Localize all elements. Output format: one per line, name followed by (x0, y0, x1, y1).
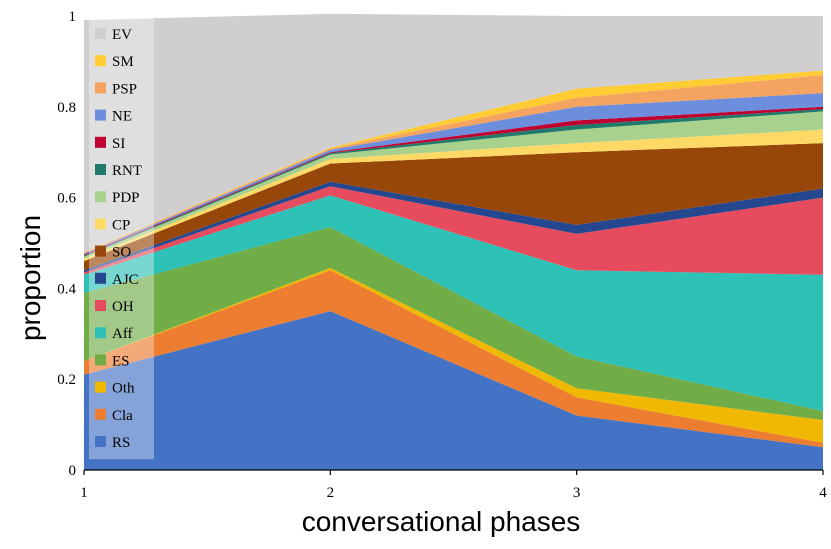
legend-swatch (95, 218, 106, 230)
legend-swatch (95, 408, 106, 420)
legend-swatch (95, 245, 106, 257)
legend-label: PSP (112, 81, 137, 97)
y-tick-label: 0.4 (57, 281, 76, 297)
area-es (84, 227, 823, 421)
legend-swatch (95, 354, 106, 366)
area-aff (84, 195, 823, 411)
y-tick-label: 1 (69, 9, 77, 25)
area-pdp (84, 111, 823, 259)
legend-swatch (95, 164, 106, 175)
legend-label: PDP (112, 190, 140, 206)
legend-item-pdp: PDP (95, 190, 140, 206)
legend-item-oth: Oth (95, 381, 135, 397)
x-axis-label: conversational phases (302, 506, 581, 537)
y-tick-label: 0.2 (57, 372, 76, 388)
legend: EV SM PSP NE SI RNT PDP CP SO AJC OH Aff ES Oth Cla RS (89, 18, 154, 460)
legend-item-so: SO (95, 245, 131, 261)
legend-label: ES (112, 353, 130, 369)
legend-item-ev: EV (95, 27, 132, 43)
legend-swatch (95, 272, 106, 284)
y-tick-label: 0.6 (57, 191, 76, 207)
legend-label: Cla (112, 408, 133, 424)
x-tick-label: 4 (819, 485, 827, 501)
legend-swatch (95, 109, 106, 121)
y-tick-label: 0.8 (57, 100, 76, 116)
legend-item-ajc: AJC (95, 272, 139, 288)
legend-label: Oth (112, 381, 135, 397)
legend-item-psp: PSP (95, 81, 137, 97)
area-ajc (84, 181, 823, 273)
legend-item-aff: Aff (95, 326, 133, 342)
legend-label: NE (112, 109, 132, 125)
legend-swatch (95, 55, 106, 67)
legend-label: Aff (112, 326, 133, 342)
legend-label: EV (112, 27, 132, 43)
legend-label: SO (112, 245, 131, 261)
legend-label: CP (112, 217, 130, 233)
area-si (84, 106, 823, 256)
legend-item-cp: CP (95, 217, 130, 233)
legend-swatch (95, 191, 106, 203)
area-ne (84, 93, 823, 255)
x-tick-label: 1 (80, 485, 88, 501)
legend-item-si: SI (95, 136, 125, 152)
area-ev (84, 13, 823, 253)
x-tick-label: 3 (573, 485, 581, 501)
x-tick-label: 2 (327, 485, 335, 501)
area-cp (84, 129, 823, 262)
legend-swatch (95, 300, 106, 311)
legend-label: SI (112, 136, 125, 152)
area-oh (84, 186, 823, 275)
legend-label: RNT (112, 163, 142, 179)
legend-swatch (95, 381, 106, 393)
legend-item-rs: RS (95, 435, 130, 451)
y-tick-label: 0 (69, 463, 77, 479)
area-oth (84, 267, 823, 443)
area-rs (84, 311, 823, 470)
legend-item-ne: NE (95, 109, 132, 125)
legend-swatch (95, 28, 106, 39)
legend-swatch (95, 436, 106, 447)
legend-item-rnt: RNT (95, 163, 142, 179)
area-series-group (84, 13, 823, 470)
y-ticks: 0 0.2 0.4 0.6 0.8 1 (57, 9, 76, 479)
axes-group: 1 2 3 4 0 0.2 0.4 0.6 0.8 1 (57, 9, 827, 501)
legend-item-oh: OH (95, 299, 134, 315)
legend-swatch (95, 82, 106, 94)
area-cla (84, 270, 823, 448)
legend-swatch (95, 136, 106, 148)
legend-label: AJC (112, 272, 139, 288)
legend-item-sm: SM (95, 54, 134, 70)
x-ticks: 1 2 3 4 (80, 470, 827, 501)
legend-item-cla: Cla (95, 408, 133, 424)
legend-label: SM (112, 54, 134, 70)
legend-swatch (95, 327, 106, 339)
area-so (84, 143, 823, 271)
legend-label: RS (112, 435, 130, 451)
legend-label: OH (112, 299, 134, 315)
legend-items: EV SM PSP NE SI RNT PDP CP SO AJC OH Aff ES Oth Cla RS (95, 27, 142, 451)
legend-item-es: ES (95, 353, 130, 369)
y-axis-label: proportion (15, 215, 46, 341)
area-psp (84, 75, 823, 254)
